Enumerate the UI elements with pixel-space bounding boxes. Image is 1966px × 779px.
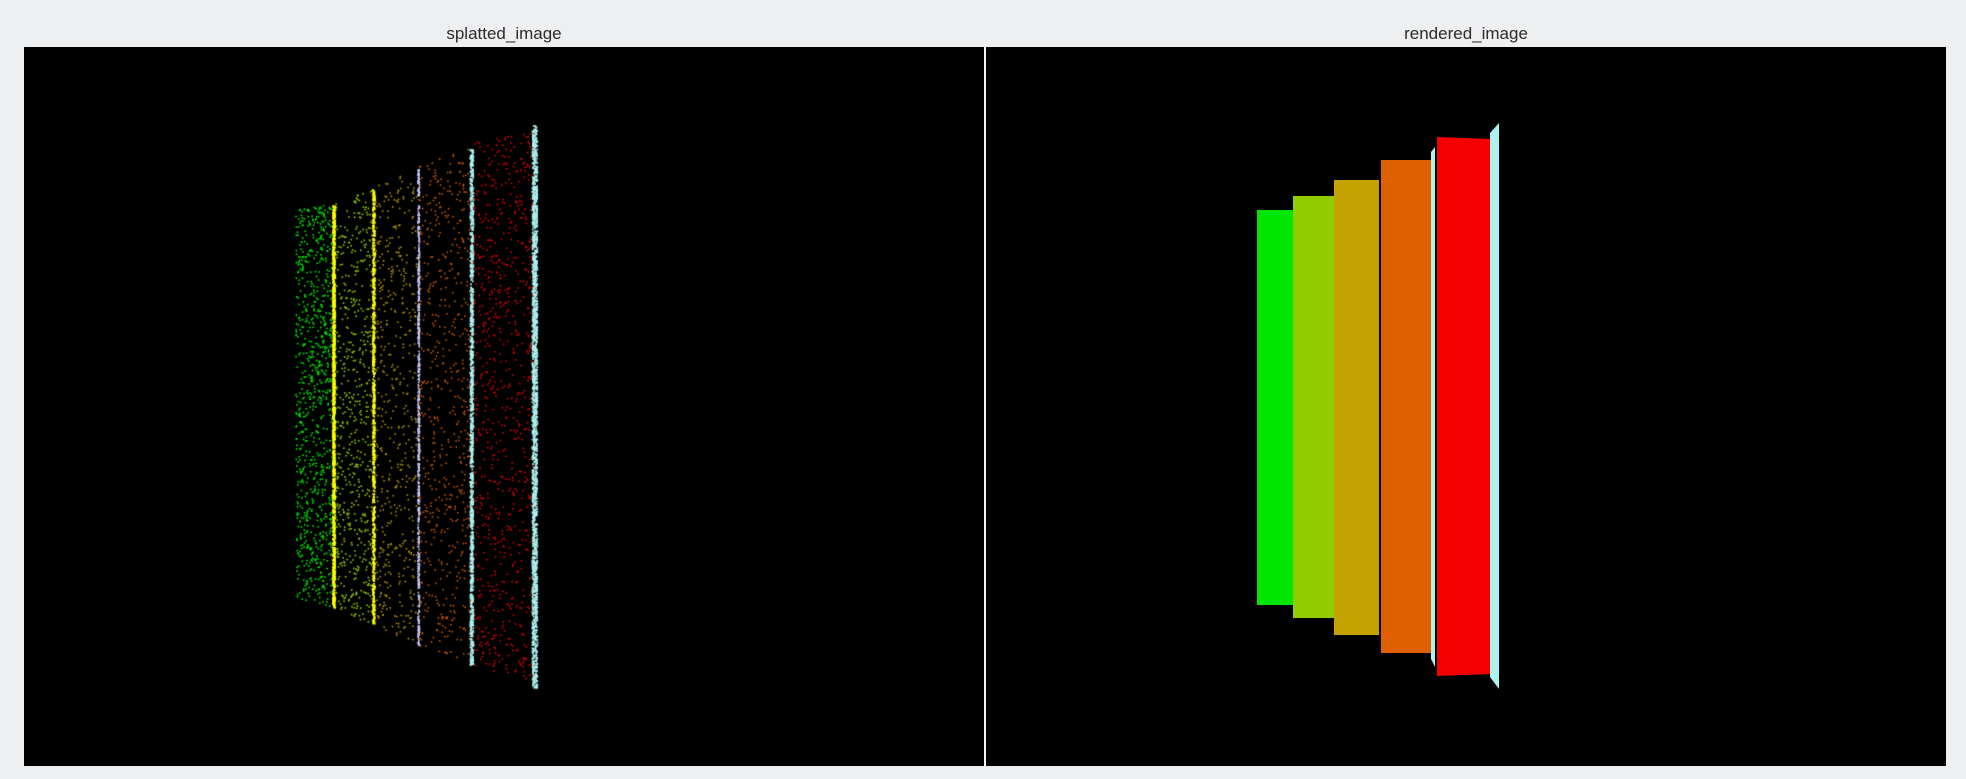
orange-pane: [1381, 160, 1431, 653]
panel-divider: [984, 47, 986, 766]
splatted-image-panel: [24, 47, 984, 766]
green-pane: [1257, 210, 1293, 605]
olive-pane: [1334, 180, 1379, 635]
cyan-edge-front: [1490, 123, 1499, 689]
splatted-image-title: splatted_image: [446, 24, 562, 43]
rendered-image-panel: [986, 47, 1946, 766]
yellow-green-pane: [1293, 196, 1334, 618]
splatted-image-canvas: [24, 47, 984, 766]
cyan-edge-mid: [1431, 147, 1435, 667]
red-pane: [1437, 137, 1490, 676]
rendered-image-view: [1257, 123, 1499, 689]
rendered-image-title: rendered_image: [1404, 24, 1528, 43]
